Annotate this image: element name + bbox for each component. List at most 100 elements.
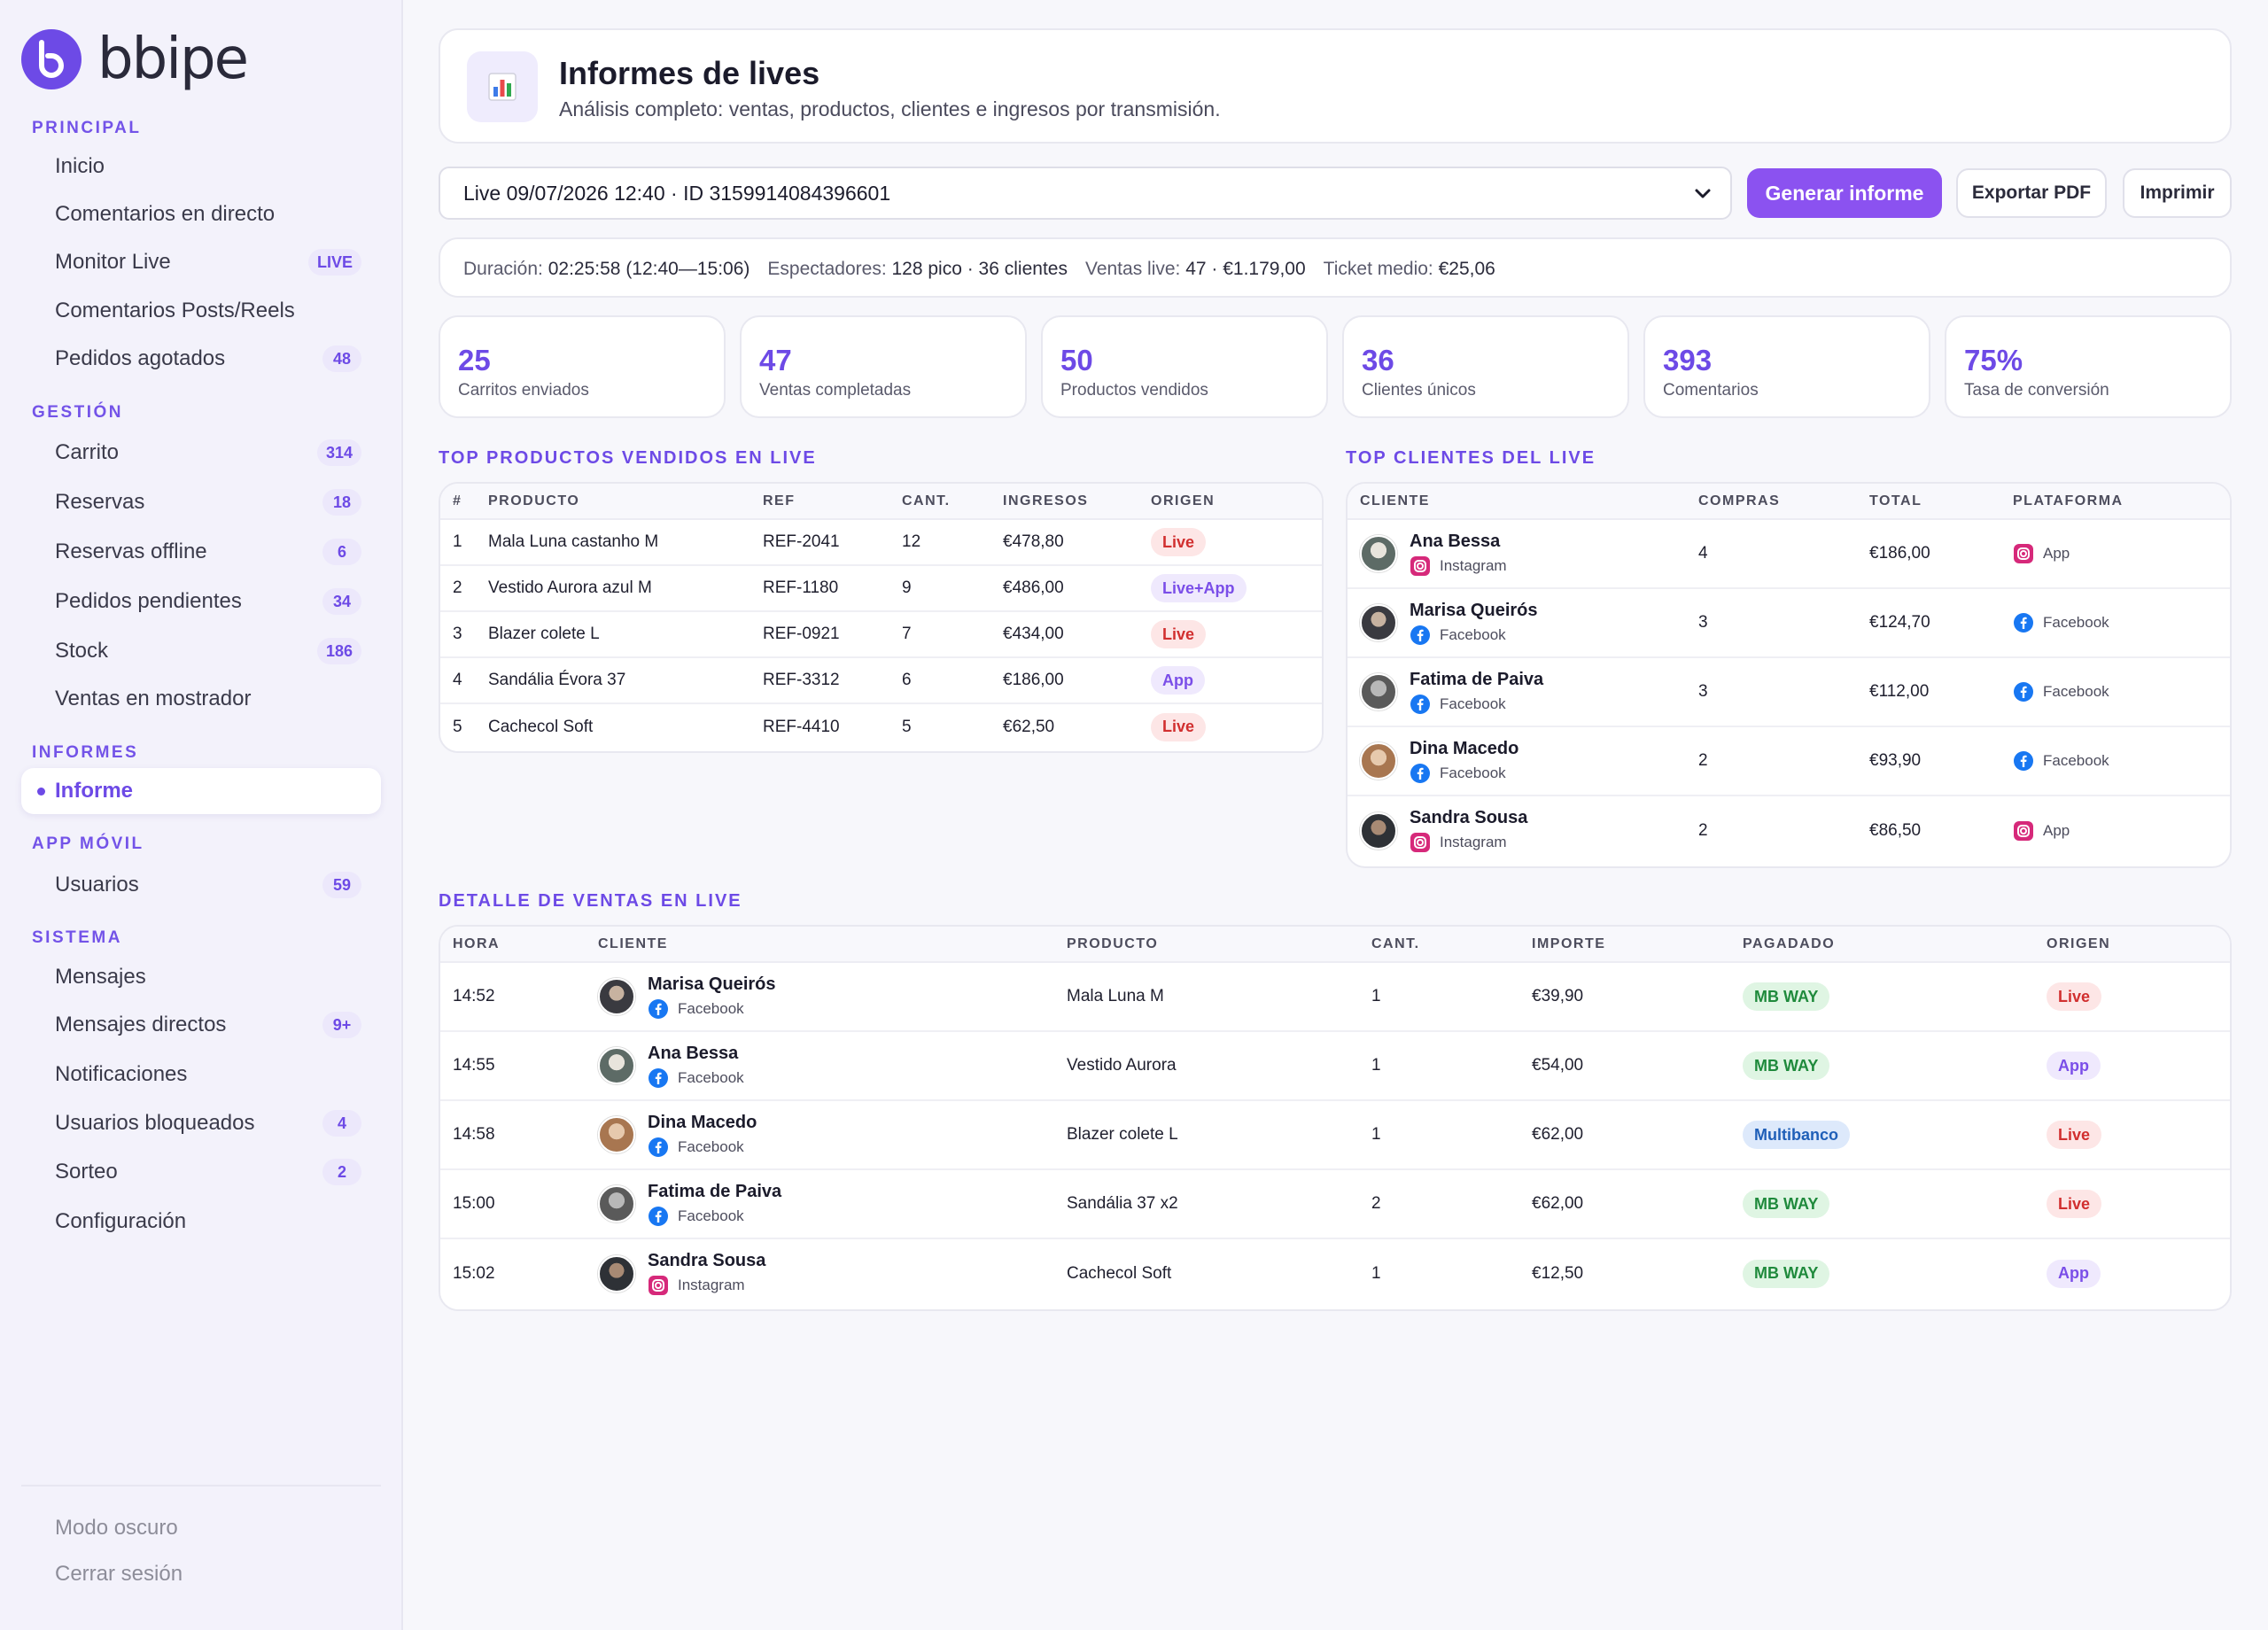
client-name: Ana Bessa <box>1410 531 1501 551</box>
sidebar-item-carrito[interactable]: Carrito 314 <box>21 430 381 476</box>
count-badge: 314 <box>316 439 361 466</box>
client-names: Fatima de Paiva Facebook <box>648 1182 781 1227</box>
sales-detail-table: HORA CLIENTE PRODUCTO CANT. IMPORTE PAGA… <box>439 925 2232 1311</box>
client-source: Instagram <box>648 1275 765 1296</box>
sidebar-item-configuracion[interactable]: Configuración <box>21 1199 381 1245</box>
table-row[interactable]: 5 Cachecol Soft REF-4410 5 €62,50 Live <box>440 703 1322 749</box>
sidebar-item-mensajes-directos[interactable]: Mensajes directos 9+ <box>21 1002 381 1048</box>
generate-report-button[interactable]: Generar informe <box>1747 168 1942 218</box>
sidebar-item-usuarios[interactable]: Usuarios 59 <box>21 862 381 908</box>
client: Ana Bessa Instagram <box>1360 532 1698 577</box>
sidebar-item-mensajes[interactable]: Mensajes <box>21 954 381 1000</box>
table-row[interactable]: 14:58 Dina Macedo Facebook Blazer colete… <box>440 1100 2230 1170</box>
instagram-icon <box>2014 820 2033 841</box>
sidebar-item-pedidos-agotados[interactable]: Pedidos agotados 48 <box>21 336 381 382</box>
sidebar-item-usuarios-bloqueados[interactable]: Usuarios bloqueados 4 <box>21 1100 381 1146</box>
platform-cell: App <box>2013 519 2230 589</box>
product-cell: Sandália 37 x2 <box>1067 1169 1371 1239</box>
table-row[interactable]: 3 Blazer colete L REF-0921 7 €434,00 Liv… <box>440 611 1322 658</box>
count-badge: 4 <box>322 1110 361 1137</box>
nav-section-sistema: SISTEMA <box>32 928 122 947</box>
column-header: ORIGEN <box>2047 927 2230 963</box>
sales-detail-title: DETALLE DE VENTAS EN LIVE <box>439 891 742 911</box>
sidebar-item-stock[interactable]: Stock 186 <box>21 628 381 674</box>
qty-cell: 1 <box>1371 962 1532 1032</box>
origin-cell: Live <box>1151 611 1322 658</box>
instagram-icon <box>2014 544 2033 563</box>
sidebar-item-comentarios-posts[interactable]: Comentarios Posts/Reels <box>21 288 381 334</box>
column-header: TOTAL <box>1869 484 2013 520</box>
stat-value: 75% <box>1964 344 2023 376</box>
facebook-icon <box>1410 694 1430 714</box>
origin-badge: App <box>2047 1259 2101 1288</box>
table-row[interactable]: Sandra Sousa Instagram 2 €86,50 App <box>1348 796 2230 865</box>
sidebar-item-label: Pedidos agotados <box>55 346 226 370</box>
logout-button[interactable]: Cerrar sesión <box>21 1551 381 1597</box>
sidebar-item-label: Mensajes directos <box>55 1013 227 1036</box>
sidebar-item-sorteo[interactable]: Sorteo 2 <box>21 1149 381 1195</box>
origin-cell: Live <box>1151 703 1322 749</box>
column-header: PRODUCTO <box>488 484 763 520</box>
sidebar-item-reservas[interactable]: Reservas 18 <box>21 479 381 525</box>
table-row[interactable]: Dina Macedo Facebook 2 €93,90 Facebook <box>1348 726 2230 796</box>
payment-badge: MB WAY <box>1743 1052 1830 1080</box>
payment-cell: Multibanco <box>1743 1100 2047 1170</box>
origin-cell: Live <box>2047 1169 2230 1239</box>
total-cell: €86,50 <box>1869 820 1922 840</box>
client-source: Instagram <box>1410 555 1507 577</box>
nav-section-principal: PRINCIPAL <box>32 119 142 137</box>
purchases-cell: 2 <box>1698 820 1708 840</box>
sidebar-item-inicio[interactable]: Inicio <box>21 144 381 190</box>
sidebar-item-ventas-mostrador[interactable]: Ventas en mostrador <box>21 676 381 722</box>
stat-card-conversion: 75% Tasa de conversión <box>1945 315 2232 418</box>
count-badge: 48 <box>322 345 361 372</box>
client-source: Facebook <box>648 1067 744 1089</box>
table-row[interactable]: 15:02 Sandra Sousa Instagram Cachecol So… <box>440 1238 2230 1308</box>
time-cell: 15:02 <box>453 1263 495 1283</box>
sidebar: bbipe PRINCIPAL Inicio Comentarios en di… <box>0 0 403 1630</box>
print-button[interactable]: Imprimir <box>2123 168 2232 218</box>
sidebar-item-pedidos-pendientes[interactable]: Pedidos pendientes 34 <box>21 578 381 625</box>
export-pdf-button[interactable]: Exportar PDF <box>1956 168 2107 218</box>
table-row[interactable]: 2 Vestido Aurora azul M REF-1180 9 €486,… <box>440 565 1322 612</box>
stat-value: 393 <box>1663 344 1713 376</box>
live-select-value: Live 09/07/2026 12:40 · ID 3159914084396… <box>463 181 891 205</box>
table-row[interactable]: Ana Bessa Instagram 4 €186,00 App <box>1348 519 2230 589</box>
client-name: Marisa Queirós <box>1410 600 1538 620</box>
client-cell: Ana Bessa Facebook <box>598 1031 1067 1101</box>
revenue-cell: €434,00 <box>1003 611 1151 658</box>
brand-logo[interactable]: bbipe <box>21 27 249 92</box>
purchases-cell: 4 <box>1698 519 1869 589</box>
table-row[interactable]: Marisa Queirós Facebook 3 €124,70 Facebo… <box>1348 588 2230 658</box>
product-cell: Mala Luna M <box>1067 962 1371 1032</box>
sidebar-item-monitor-live[interactable]: Monitor Live LIVE <box>21 239 381 285</box>
client: Marisa Queirós Facebook <box>1360 601 1698 646</box>
sidebar-item-reservas-offline[interactable]: Reservas offline 6 <box>21 529 381 575</box>
dark-mode-toggle[interactable]: Modo oscuro <box>21 1505 381 1551</box>
platform: Facebook <box>2013 681 2230 702</box>
sidebar-item-label: Pedidos pendientes <box>55 589 242 613</box>
table-row[interactable]: 4 Sandália Évora 37 REF-3312 6 €186,00 A… <box>440 657 1322 704</box>
table-row[interactable]: 14:55 Ana Bessa Facebook Vestido Aurora … <box>440 1031 2230 1101</box>
avatar <box>1360 604 1397 641</box>
sidebar-item-informe[interactable]: Informe <box>21 768 381 814</box>
sidebar-item-comentarios-directo[interactable]: Comentarios en directo <box>21 191 381 237</box>
facebook-icon <box>649 998 668 1019</box>
table-row[interactable]: 1 Mala Luna castanho M REF-2041 12 €478,… <box>440 519 1322 566</box>
table-row[interactable]: 15:00 Fatima de Paiva Facebook Sandália … <box>440 1169 2230 1239</box>
sidebar-item-notificaciones[interactable]: Notificaciones <box>21 1052 381 1098</box>
amount-cell: €54,00 <box>1532 1031 1743 1101</box>
origin-badge: Live <box>1151 712 1207 741</box>
avatar <box>598 1047 635 1084</box>
instagram-icon <box>1410 833 1430 852</box>
table-row[interactable]: 14:52 Marisa Queirós Facebook Mala Luna … <box>440 962 2230 1032</box>
live-select[interactable]: Live 09/07/2026 12:40 · ID 3159914084396… <box>439 167 1732 220</box>
client-cell: Dina Macedo Facebook <box>598 1100 1067 1170</box>
brand-name: bbipe <box>97 27 249 92</box>
count-badge: 2 <box>322 1159 361 1185</box>
table-row[interactable]: Fatima de Paiva Facebook 3 €112,00 Faceb… <box>1348 657 2230 727</box>
stat-value: 47 <box>759 344 792 376</box>
stat-value: 36 <box>1362 344 1394 376</box>
chevron-down-icon <box>1695 189 1711 198</box>
facebook-icon <box>1410 625 1430 645</box>
